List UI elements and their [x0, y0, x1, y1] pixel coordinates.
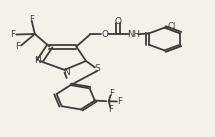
Text: F: F [10, 30, 15, 39]
Text: F: F [108, 105, 113, 114]
Text: S: S [95, 64, 100, 73]
Text: O: O [114, 17, 121, 26]
Text: F: F [15, 42, 20, 51]
Text: F: F [109, 89, 114, 98]
Text: NH: NH [127, 30, 140, 39]
Text: O: O [101, 30, 108, 39]
Text: F: F [117, 97, 122, 106]
Text: F: F [29, 15, 34, 24]
Text: N: N [63, 68, 70, 77]
Text: N: N [34, 56, 41, 65]
Text: Cl: Cl [167, 22, 175, 31]
